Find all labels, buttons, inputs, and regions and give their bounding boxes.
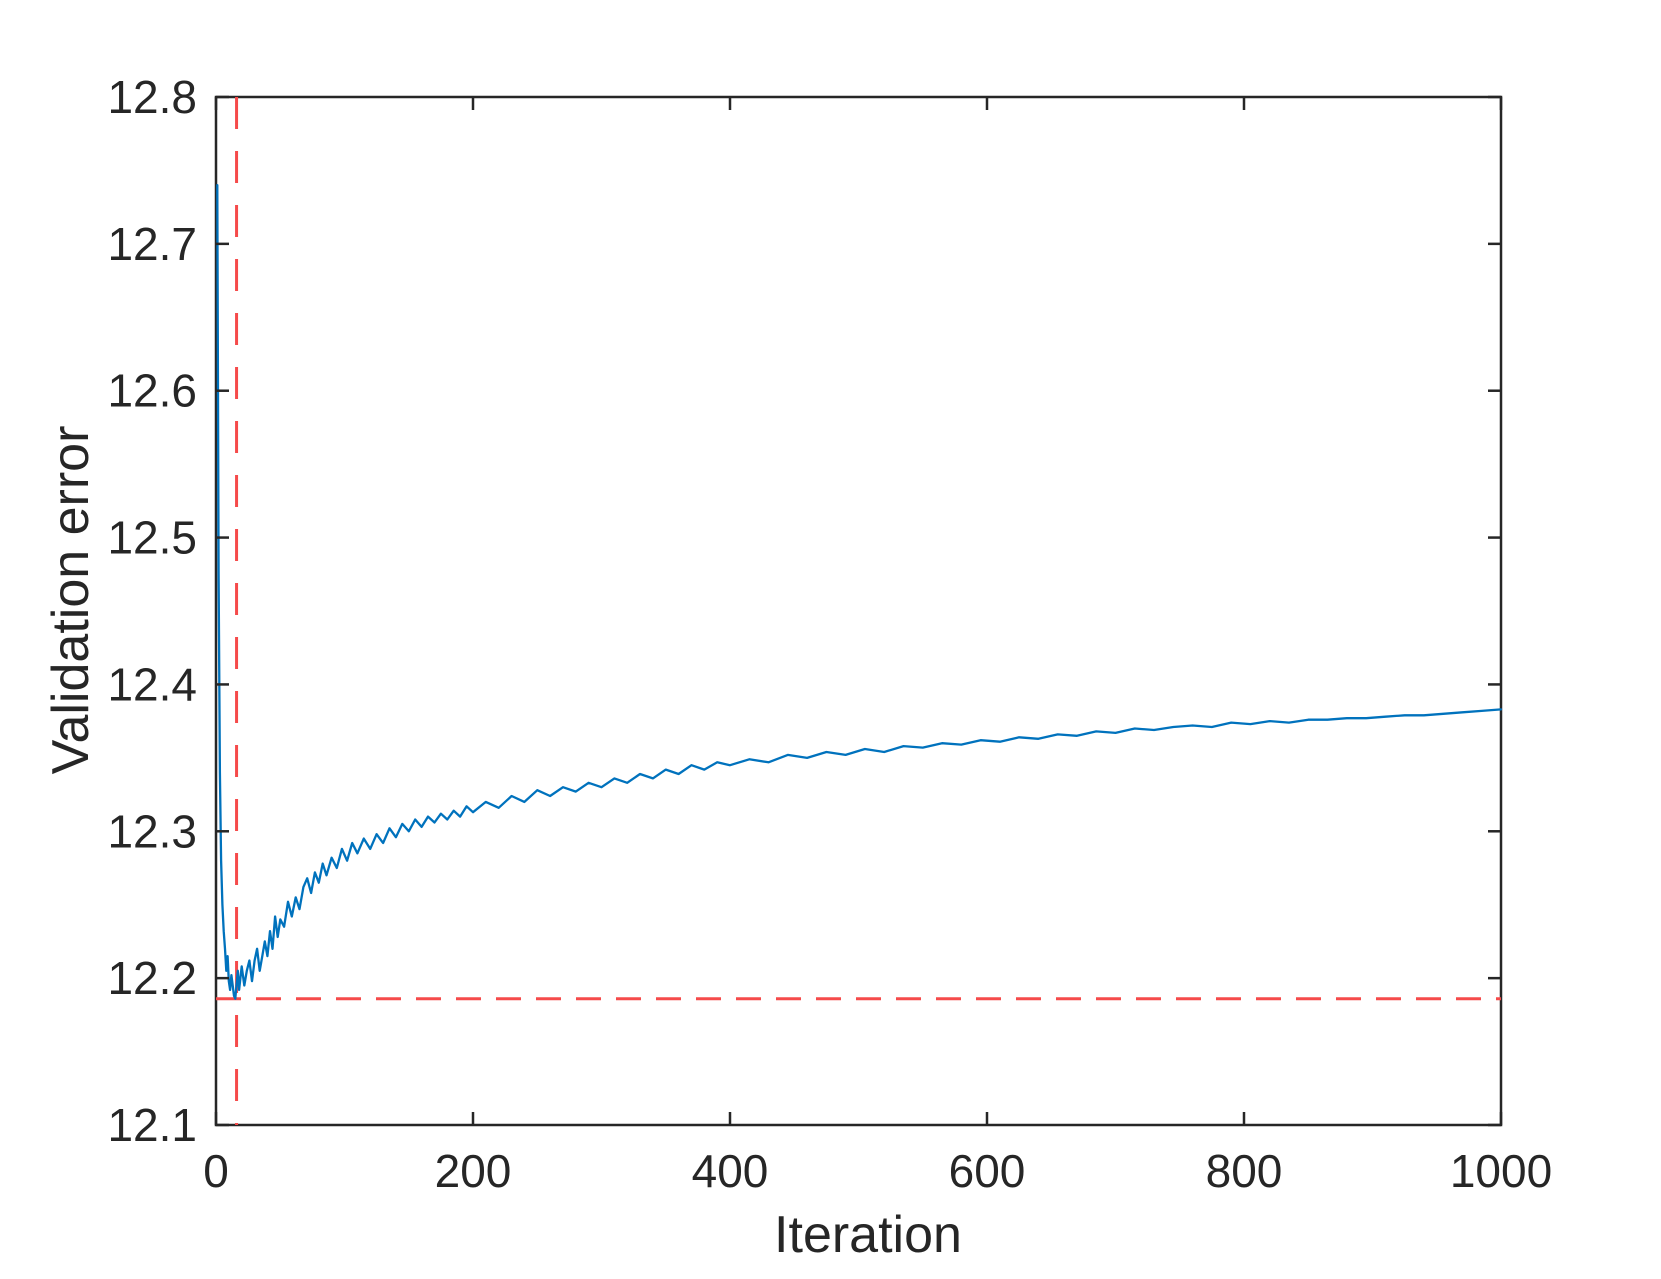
y-tick-label: 12.6	[107, 365, 197, 417]
y-tick-label: 12.5	[107, 512, 197, 564]
x-tick-label: 600	[949, 1145, 1026, 1197]
axis-ticks	[214, 95, 1503, 1127]
x-tick-label: 200	[435, 1145, 512, 1197]
plot-box	[214, 95, 1503, 1127]
x-tick-label: 0	[203, 1145, 229, 1197]
y-tick-label: 12.3	[107, 805, 197, 857]
data-series	[216, 183, 1503, 1000]
y-tick-label: 12.2	[107, 952, 197, 1004]
y-axis-label: Validation error	[42, 426, 100, 775]
y-tick-label: 12.4	[107, 658, 197, 710]
tick-labels: 0 200 400 600 800 1000 12.1 12.2 12.3 12.4 12.5 12.…	[107, 71, 1552, 1197]
validation-error-curve	[216, 183, 1503, 1000]
x-tick-label: 400	[692, 1145, 769, 1197]
y-tick-label: 12.1	[107, 1099, 197, 1151]
y-tick-label: 12.7	[107, 218, 197, 270]
reference-lines	[216, 97, 1501, 1125]
y-tick-label: 12.8	[107, 71, 197, 123]
x-tick-label: 1000	[1450, 1145, 1552, 1197]
x-axis-label: Iteration	[774, 1206, 962, 1264]
x-tick-label: 800	[1206, 1145, 1283, 1197]
